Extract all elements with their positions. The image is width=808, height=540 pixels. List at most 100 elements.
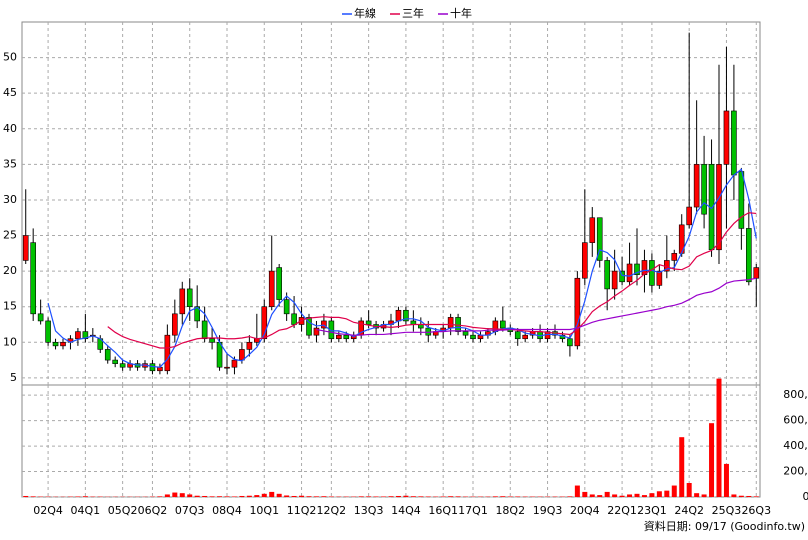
volume-bar [82,496,88,497]
candle-body [306,317,312,336]
candle-body [194,306,200,322]
candle-body [626,263,633,283]
x-tick-label: 26Q3 [741,504,771,517]
volume-bar [202,495,208,497]
candle-body [313,327,320,336]
candle-body [37,313,44,322]
candle-body [746,228,752,283]
volume-bar [157,496,163,497]
x-tick-label: 20Q4 [570,504,600,517]
volume-bar [254,495,260,497]
ma-line [316,277,757,336]
y-tick-label: 10 [3,335,17,348]
candle-body [261,306,268,340]
x-tick-label: 05Q2 [108,504,138,517]
volume-bar [492,496,498,497]
candle-body [52,341,59,347]
y2-tick-label: 400,000 [783,439,808,452]
y-tick-label: 40 [3,122,17,135]
volume-bar [276,493,282,497]
candle-body [686,206,692,226]
volume-bar [694,493,700,497]
volume-bar [172,492,178,497]
x-tick-label: 06Q2 [138,504,168,517]
footer: 資料日期: 09/17 (Goodinfo.tw) [644,519,805,533]
volume-bar [321,496,327,497]
candle-body [522,334,528,340]
x-tick-label: 04Q1 [71,504,101,517]
candle-body [30,242,36,315]
volume-bar [567,496,573,497]
candle-body [500,320,506,329]
candle-body [693,164,700,208]
volume-bar [381,496,387,497]
y-tick-label: 20 [3,264,17,277]
volume-bar [619,495,625,497]
volume-bar [194,495,200,497]
volume-bar [239,495,245,497]
volume-bar [716,378,722,497]
candle-body [112,359,118,364]
volume-bar [299,495,305,497]
x-tick-label: 22Q1 [607,504,637,517]
candle-body [246,341,253,350]
volume-bar [373,496,379,497]
volume-bar [366,496,372,497]
x-tick-label: 13Q3 [354,504,384,517]
candle-body [268,270,275,308]
y-tick-label: 30 [3,193,17,206]
volume-bar [723,463,729,497]
y-tick-label: 45 [3,86,17,99]
legend-label: 十年 [450,6,472,20]
volume-bar [209,496,215,497]
y-tick-label: 5 [10,371,17,384]
y2-tick-label: 0 [803,490,808,503]
candle-body [395,309,402,322]
volume-bar [709,423,715,497]
volume-bar [425,496,431,497]
candle-body [209,338,215,343]
volume-bar [269,491,275,497]
volume-bar [753,496,759,497]
volume-bar [612,494,618,497]
volume-bar [515,496,521,497]
candle-body [365,320,372,325]
y2-tick-label: 600,000 [783,414,808,427]
x-tick-label: 17Q1 [458,504,488,517]
volume-bar [418,496,424,497]
y2-tick-label: 800,000 [783,388,808,401]
candle-body [343,334,350,340]
candle-body [574,277,581,347]
candle-body [447,317,454,329]
candle-body [582,242,588,279]
volume-bar [582,491,588,497]
candle-body [514,331,521,340]
x-tick-label: 12Q2 [317,504,347,517]
volume-bar [284,495,290,497]
y-tick-label: 35 [3,157,17,170]
x-tick-label: 23Q1 [637,504,667,517]
candle-body [604,260,610,290]
volume-bar [75,496,81,497]
candle-body [60,341,66,347]
volume-bar [679,437,685,497]
candle-body [328,320,335,340]
candle-body [656,270,663,286]
volume-bar [261,493,267,497]
candle-body [671,253,678,261]
volume-bar [574,485,580,497]
candle-body [276,267,282,300]
candle-body [470,334,476,340]
volume-bar [224,496,230,497]
x-tick-label: 02Q4 [33,504,63,517]
volume-bar [604,491,610,497]
volume-bar [187,494,193,497]
volume-bar [634,493,640,497]
candle-body [619,270,625,283]
candle-body [224,366,230,369]
volume-bar [164,494,170,497]
candle-body [164,334,171,372]
candle-body [45,320,51,343]
candle-body [179,288,186,315]
legend-label: 年線 [354,6,376,20]
